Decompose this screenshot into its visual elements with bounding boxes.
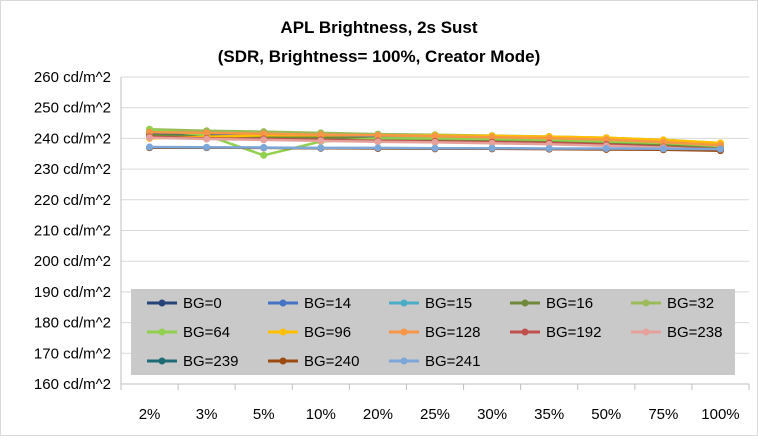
x-tick-label: 30% [477, 406, 507, 423]
x-tick-label: 35% [534, 406, 564, 423]
data-point [317, 131, 325, 139]
legend-label: BG=64 [183, 324, 230, 341]
legend-label: BG=14 [304, 295, 351, 312]
x-tick-label: 2% [139, 406, 161, 423]
data-point [146, 134, 154, 142]
legend-marker [521, 299, 529, 307]
series-lines [146, 125, 724, 159]
x-tick-label: 20% [363, 406, 393, 423]
data-point [260, 136, 268, 144]
x-tick-label: 10% [306, 406, 336, 423]
y-tick-label: 160 cd/m^2 [34, 376, 111, 393]
data-point [602, 145, 610, 153]
legend-item: BG=238 [631, 324, 722, 341]
legend-marker [400, 299, 408, 307]
x-tick-label: 75% [648, 406, 678, 423]
data-point [203, 129, 211, 137]
legend-item: BG=96 [268, 324, 351, 341]
legend-marker [279, 328, 287, 336]
data-point [260, 130, 268, 138]
data-point [602, 136, 610, 144]
legend-label: BG=128 [425, 324, 480, 341]
legend-marker [642, 328, 650, 336]
legend-marker [279, 299, 287, 307]
data-point [203, 143, 211, 151]
legend-marker [400, 328, 408, 336]
data-point [260, 144, 268, 152]
legend-item: BG=240 [268, 353, 359, 370]
x-tick-label: 100% [701, 406, 739, 423]
legend-marker [279, 357, 287, 365]
data-point [374, 131, 382, 139]
legend-item: BG=0 [147, 295, 222, 312]
data-point [431, 132, 439, 140]
legend-label: BG=15 [425, 295, 472, 312]
data-point [374, 138, 382, 146]
legend-label: BG=240 [304, 353, 359, 370]
y-tick-label: 200 cd/m^2 [34, 253, 111, 270]
legend-label: BG=0 [183, 295, 222, 312]
chart-subtitle: (SDR, Brightness= 100%, Creator Mode) [218, 47, 541, 66]
legend-item: BG=64 [147, 324, 230, 341]
legend-item: BG=239 [147, 353, 238, 370]
legend-item: BG=14 [268, 295, 351, 312]
legend-entries: BG=0 BG=14 BG=15 BG=16 BG=32 BG=64 BG=96 BG=128… [147, 295, 722, 370]
data-point [545, 145, 553, 153]
y-tick-label: 220 cd/m^2 [34, 192, 111, 209]
legend-label: BG=239 [183, 353, 238, 370]
data-point [203, 135, 211, 143]
legend-item: BG=241 [389, 353, 480, 370]
legend-item: BG=128 [389, 324, 480, 341]
data-point [260, 151, 268, 159]
data-point [659, 138, 667, 146]
y-tick-label: 170 cd/m^2 [34, 345, 111, 362]
y-tick-label: 240 cd/m^2 [34, 130, 111, 147]
data-point [146, 143, 154, 151]
legend-marker [158, 357, 166, 365]
legend-label: BG=16 [546, 295, 593, 312]
legend-marker [521, 328, 529, 336]
y-tick-label: 190 cd/m^2 [34, 284, 111, 301]
data-point [716, 145, 724, 153]
data-point [488, 133, 496, 141]
y-tick-label: 180 cd/m^2 [34, 315, 111, 332]
data-point [317, 137, 325, 145]
axes: 160 cd/m^2 170 cd/m^2 180 cd/m^2 190 cd/m^2… [34, 69, 750, 423]
data-point [431, 138, 439, 146]
series-BG=241 [146, 143, 724, 153]
data-point [374, 144, 382, 152]
data-point [545, 134, 553, 142]
series-BG=128 [146, 128, 724, 149]
y-tick-label: 260 cd/m^2 [34, 69, 111, 86]
legend-label: BG=192 [546, 324, 601, 341]
legend-item: BG=192 [510, 324, 601, 341]
y-tick-label: 210 cd/m^2 [34, 223, 111, 240]
y-tick-label: 250 cd/m^2 [34, 100, 111, 117]
legend-label: BG=241 [425, 353, 480, 370]
data-point [431, 144, 439, 152]
legend-marker [158, 299, 166, 307]
data-point [317, 144, 325, 152]
y-tick-label: 230 cd/m^2 [34, 161, 111, 178]
data-point [659, 145, 667, 153]
legend-item: BG=16 [510, 295, 593, 312]
x-tick-label: 3% [196, 406, 218, 423]
legend-label: BG=32 [667, 295, 714, 312]
legend-marker [400, 357, 408, 365]
legend-label: BG=96 [304, 324, 351, 341]
legend-item: BG=15 [389, 295, 472, 312]
x-tick-label: 5% [253, 406, 275, 423]
legend-marker [158, 328, 166, 336]
data-point [488, 144, 496, 152]
legend-marker [642, 299, 650, 307]
legend-item: BG=32 [631, 295, 714, 312]
x-tick-label: 25% [420, 406, 450, 423]
chart-title: APL Brightness, 2s Sust [280, 18, 477, 37]
x-tick-label: 50% [591, 406, 621, 423]
legend-label: BG=238 [667, 324, 722, 341]
data-point [488, 139, 496, 147]
